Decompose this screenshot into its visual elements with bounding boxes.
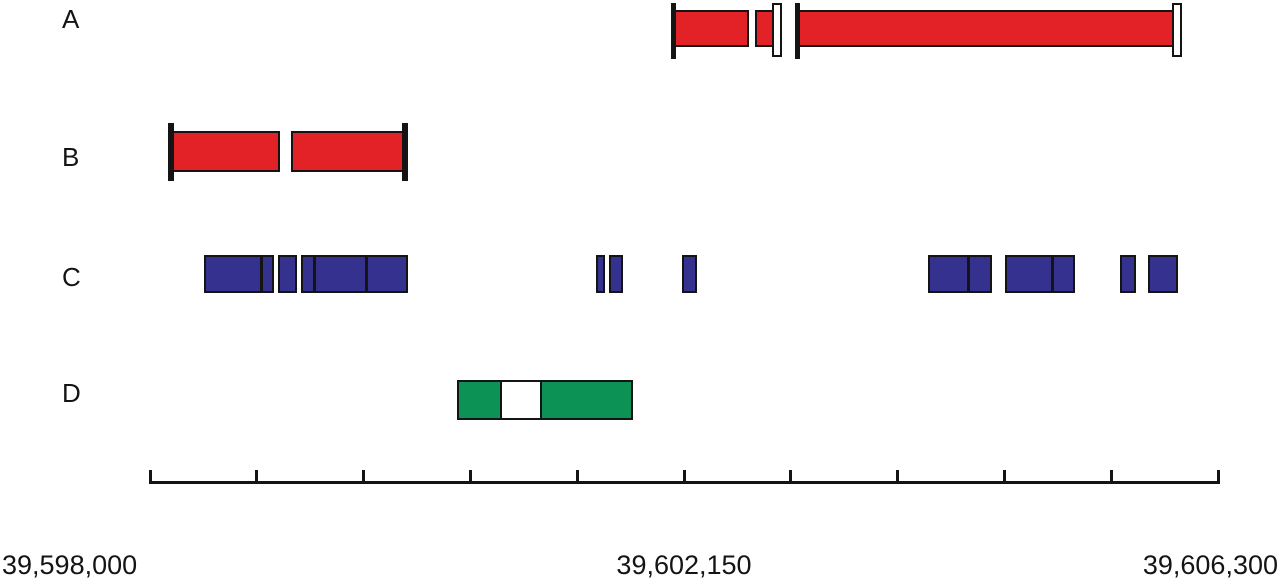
axis-tick bbox=[1002, 470, 1006, 484]
axis-tick bbox=[896, 470, 900, 484]
exon-block bbox=[1005, 255, 1075, 293]
exon-block bbox=[278, 255, 297, 293]
exon-separator bbox=[260, 255, 264, 293]
clone-end-bracket bbox=[402, 123, 409, 181]
exon-block bbox=[928, 255, 993, 293]
exon-block bbox=[1148, 255, 1179, 293]
clone-end-bracket bbox=[795, 3, 801, 59]
axis-tick bbox=[1216, 470, 1220, 484]
axis-label-left: 39,598,000 bbox=[2, 550, 138, 580]
clone-bar bbox=[800, 10, 1173, 47]
axis-tick bbox=[789, 470, 793, 484]
clone-bar-white-gap bbox=[747, 10, 758, 47]
gene-box bbox=[457, 380, 633, 420]
axis-tick bbox=[1109, 470, 1113, 484]
track-label-a: A bbox=[62, 4, 80, 34]
clone-end-bracket bbox=[671, 3, 677, 59]
axis-label-center: 39,602,150 bbox=[616, 550, 752, 580]
track-label-c: C bbox=[62, 262, 81, 292]
clone-end-bracket bbox=[168, 123, 175, 181]
exon-block bbox=[1120, 255, 1137, 293]
track-label-b: B bbox=[62, 142, 80, 172]
axis-tick bbox=[575, 470, 579, 484]
clone-end-open-box bbox=[1172, 3, 1183, 57]
clone-end-open-box bbox=[772, 3, 783, 57]
axis-tick bbox=[362, 470, 366, 484]
axis-tick bbox=[255, 470, 259, 484]
clone-bar-white-gap bbox=[278, 131, 293, 172]
axis-tick bbox=[682, 470, 686, 484]
exon-separator bbox=[312, 255, 316, 293]
exon-block bbox=[682, 255, 697, 293]
gene-box-white-section bbox=[500, 382, 543, 418]
axis-label-right: 39,606,300 bbox=[1142, 550, 1278, 580]
track-label-d: D bbox=[62, 378, 81, 408]
exon-block bbox=[301, 255, 408, 293]
axis-tick bbox=[468, 470, 472, 484]
exon-separator bbox=[966, 255, 970, 293]
axis-tick bbox=[148, 470, 152, 484]
exon-block bbox=[596, 255, 605, 293]
exon-separator bbox=[364, 255, 368, 293]
exon-separator bbox=[1050, 255, 1054, 293]
exon-block bbox=[609, 255, 623, 293]
